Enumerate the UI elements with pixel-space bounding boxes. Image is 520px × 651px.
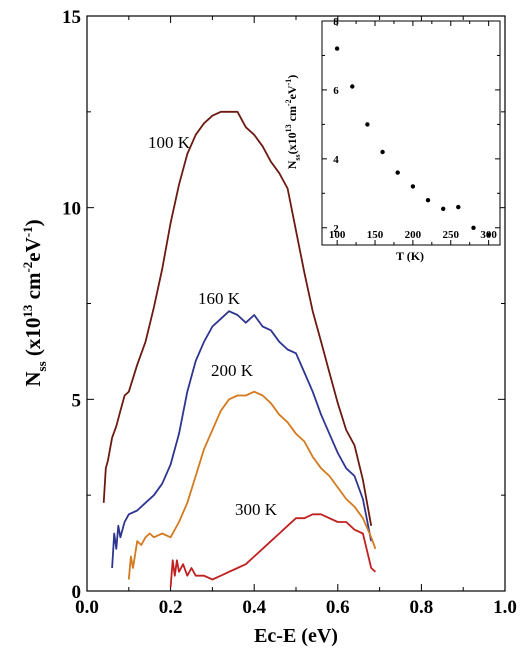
inset-y-tick-label: 4: [333, 154, 339, 166]
inset-y-label-mid2: eV: [285, 85, 299, 99]
y-axis-label: Nss (x1013 cm-2eV-1): [20, 219, 49, 386]
inset-y-label-main: N: [285, 160, 299, 169]
inset-data-point: [441, 206, 446, 211]
inset-y-label-sup3: -1: [284, 79, 293, 86]
inset-y-axis-label: Nss(x1013 cm-2eV-1): [284, 75, 302, 170]
inset-y-label-sub: ss: [293, 154, 302, 160]
y-tick-label: 0: [72, 582, 82, 603]
y-axis-label-sup3: -1: [20, 226, 35, 237]
y-tick-label: 10: [62, 199, 81, 220]
inset-x-tick-label: 150: [367, 229, 384, 241]
inset-y-label-tail: (x10: [285, 132, 299, 154]
inset-y-tick-label: 6: [333, 85, 339, 97]
inset-points: [334, 46, 491, 237]
x-tick-label: 0.8: [410, 597, 434, 618]
y-axis-label-mid2: eV: [21, 237, 45, 262]
inset-data-point: [380, 149, 385, 155]
series-line-160k: [111, 310, 373, 569]
inset-x-tick-label: 200: [405, 229, 422, 241]
inset-x-tick-label: 100: [329, 229, 346, 241]
y-axis-label-main: N: [21, 371, 45, 386]
series-line-300k: [169, 513, 377, 588]
x-tick-label: 0.2: [159, 597, 183, 618]
inset-y-label-end: ): [285, 75, 299, 79]
inset-data-point: [410, 184, 416, 189]
inset-ticks: 1001502002503002468: [322, 16, 500, 245]
inset-data-point: [456, 204, 461, 210]
series-line-200k: [127, 390, 377, 580]
y-axis-label-end: ): [21, 219, 45, 226]
x-tick-label: 0.4: [242, 597, 266, 618]
inset-y-tick-label: 2: [333, 223, 339, 235]
series-line-100k: [102, 110, 373, 526]
series-label-100k: 100 K: [148, 133, 191, 152]
x-tick-label: 0.6: [326, 597, 350, 618]
inset-x-tick-label: 250: [443, 229, 460, 241]
inset-y-tick-label: 8: [333, 16, 339, 28]
y-axis-label-sup1: 13: [20, 304, 35, 318]
y-axis-label-sup2: -2: [20, 262, 35, 273]
inset-data-point: [425, 198, 431, 203]
inset-x-axis-label: T (K): [396, 249, 424, 263]
y-tick-label: 5: [72, 390, 82, 411]
series-label-160k: 160 K: [198, 289, 241, 308]
inset-y-label-mid: cm: [285, 106, 299, 124]
inset-data-point: [334, 46, 340, 51]
x-axis-label: Ec-E (eV): [254, 625, 338, 647]
main-series: [102, 110, 377, 588]
inset-y-label-sup2: -2: [284, 99, 293, 106]
series-label-300k: 300 K: [235, 500, 278, 519]
x-tick-label: 1.0: [493, 597, 517, 618]
inset-data-point: [395, 170, 400, 175]
series-label-200k: 200 K: [211, 361, 254, 380]
x-tick-label: 0.0: [75, 597, 99, 618]
y-axis-label-tail: (x10: [21, 318, 45, 362]
inset-data-point: [486, 232, 491, 237]
inset-data-point: [365, 122, 370, 127]
y-axis-label-sub: ss: [34, 361, 49, 371]
y-tick-label: 15: [62, 7, 81, 28]
inset-y-label-sup1: 13: [284, 124, 293, 132]
main-ticks: 0.0 0.2 0.4 0.6 0.8 1.0 0 5 10 15: [62, 7, 517, 618]
inset-data-point: [350, 84, 355, 89]
inset-plot-frame: [321, 20, 501, 246]
inset-background: [322, 21, 500, 245]
y-axis-label-mid: cm: [21, 272, 45, 305]
inset-data-point: [471, 225, 476, 230]
